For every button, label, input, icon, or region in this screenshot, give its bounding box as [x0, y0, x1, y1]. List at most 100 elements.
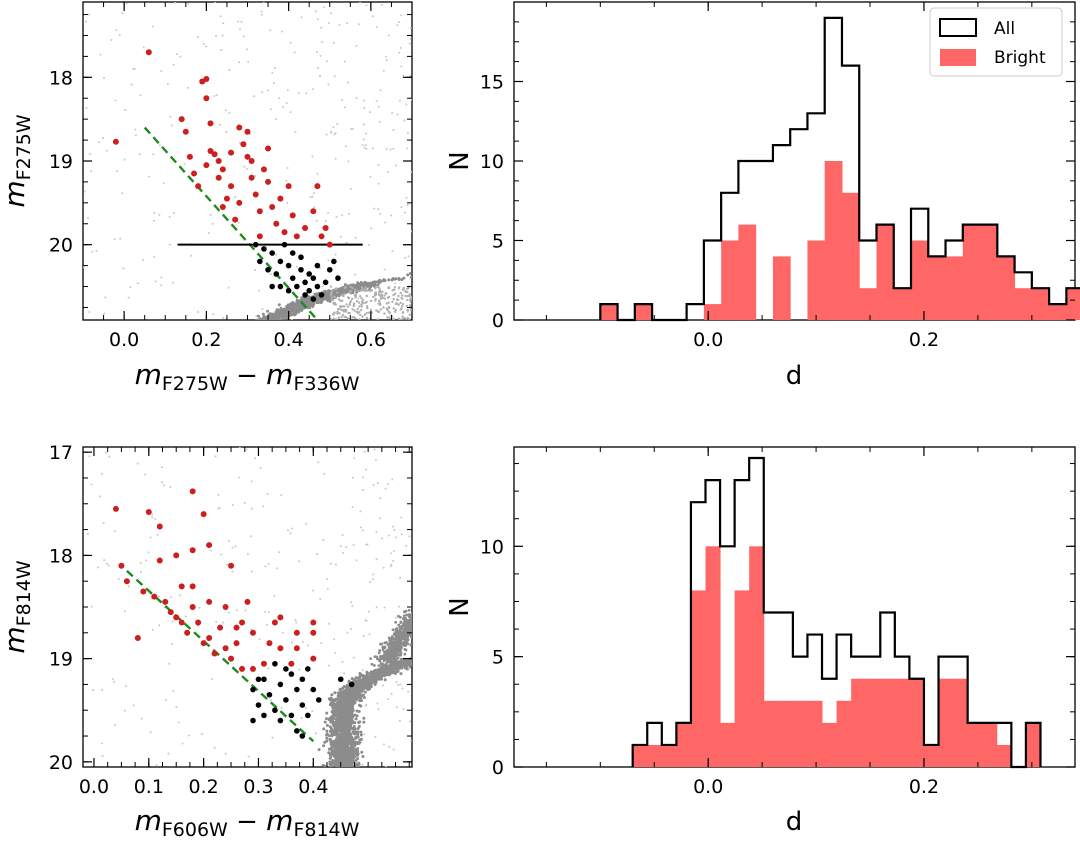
field-star [399, 301, 402, 304]
field-star [392, 748, 395, 751]
field-star [410, 171, 412, 174]
bright-bar [876, 224, 895, 320]
bright-star-point [293, 233, 300, 240]
giant-branch-star [393, 648, 397, 651]
field-star [85, 20, 88, 23]
main-sequence-star [351, 770, 354, 773]
field-star [366, 306, 369, 310]
field-star [359, 2, 362, 4]
field-star [172, 63, 175, 66]
main-sequence-star [337, 773, 340, 776]
main-sequence-star [266, 322, 269, 325]
main-sequence-star [379, 677, 383, 681]
main-sequence-star [343, 771, 346, 774]
field-star [290, 641, 293, 644]
main-sequence-star [250, 325, 253, 328]
giant-branch-star [418, 617, 421, 620]
field-star [158, 144, 161, 147]
field-star [238, 141, 241, 144]
field-star [158, 624, 161, 627]
field-star [301, 641, 304, 644]
faint-star-point [255, 702, 262, 708]
giant-branch-star [414, 622, 417, 625]
field-star [354, 288, 357, 291]
x-axis-label: d [786, 361, 803, 391]
main-sequence-star [259, 326, 262, 329]
bright-star-point [269, 204, 276, 211]
main-sequence-star [260, 329, 263, 332]
bright-star-point [191, 170, 198, 177]
giant-branch-star [370, 662, 374, 666]
main-sequence-star [256, 326, 259, 329]
giant-branch-star [413, 627, 416, 630]
field-star [117, 577, 120, 580]
field-star [144, 559, 147, 562]
giant-branch-star [414, 616, 417, 619]
field-star [368, 318, 371, 320]
main-sequence-star [263, 325, 266, 328]
main-sequence-star [335, 734, 339, 738]
field-star [379, 308, 383, 311]
main-sequence-star [261, 326, 264, 329]
giant-branch-star [407, 608, 411, 612]
main-sequence-star [400, 277, 404, 281]
main-sequence-star [337, 768, 340, 771]
main-sequence-star [266, 325, 269, 328]
main-sequence-star [395, 669, 399, 673]
field-star [250, 535, 253, 538]
main-sequence-star [261, 312, 265, 316]
giant-branch-star [383, 641, 387, 645]
field-star [344, 106, 347, 109]
main-sequence-star [335, 765, 339, 767]
main-sequence-star [249, 328, 252, 331]
main-sequence-star [264, 322, 267, 325]
field-star [361, 669, 364, 672]
main-sequence-star [360, 750, 364, 754]
main-sequence-star [308, 298, 312, 302]
main-sequence-star [347, 770, 350, 773]
main-sequence-star [254, 328, 257, 331]
main-sequence-star [368, 679, 372, 683]
y-tick-label: 20 [49, 235, 73, 257]
main-sequence-star [329, 746, 333, 750]
giant-branch-star [415, 614, 418, 617]
field-star [375, 606, 378, 609]
main-sequence-star [303, 297, 307, 301]
bright-star-point [228, 183, 235, 190]
main-sequence-star [256, 327, 259, 330]
main-sequence-star [276, 321, 279, 324]
giant-branch-star [417, 625, 420, 628]
field-star [361, 489, 364, 492]
field-star [351, 505, 354, 508]
field-star [377, 299, 381, 303]
field-star [231, 546, 234, 549]
field-star [222, 22, 225, 25]
field-star [122, 267, 125, 270]
giant-branch-star [400, 646, 403, 649]
y-tick-label: 5 [492, 231, 504, 253]
main-sequence-star [397, 278, 401, 282]
field-star [340, 308, 344, 312]
field-star [400, 305, 404, 308]
main-sequence-star [341, 769, 344, 772]
main-sequence-star [255, 333, 258, 336]
field-star [158, 213, 161, 216]
main-sequence-star [256, 327, 259, 330]
field-star [398, 719, 401, 722]
field-star [110, 38, 113, 41]
field-star [105, 562, 108, 565]
main-sequence-star [343, 769, 346, 772]
field-star [378, 301, 382, 305]
main-sequence-star [297, 310, 301, 314]
main-sequence-star [363, 679, 367, 683]
giant-branch-star [413, 614, 416, 617]
field-star [261, 91, 264, 94]
faint-star-point [289, 250, 296, 256]
field-star [154, 517, 157, 520]
main-sequence-star [264, 321, 267, 324]
field-star [359, 526, 362, 529]
bright-bar [807, 240, 826, 320]
faint-star-point [285, 287, 292, 294]
bright-bar [928, 256, 947, 320]
y-tick-label: 0 [492, 310, 504, 332]
